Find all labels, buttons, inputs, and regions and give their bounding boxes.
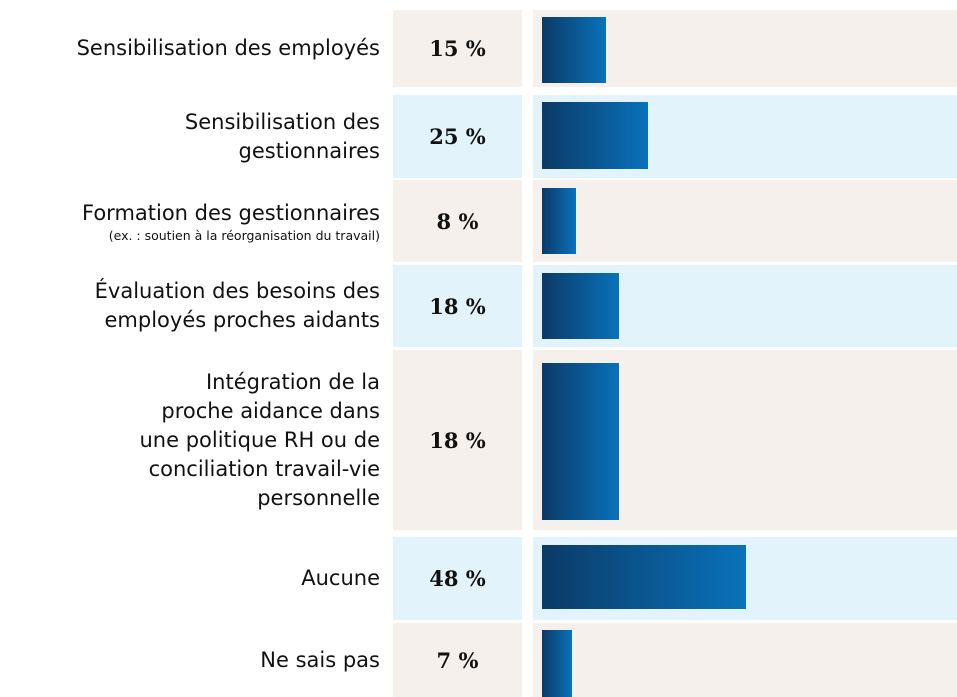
category-label: Sensibilisation des gestionnaires [0,95,380,178]
category-text: Sensibilisation des employés [76,36,380,60]
value-label: 48 % [429,566,486,591]
category-text: Sensibilisation des gestionnaires [184,109,380,163]
bar [542,545,746,609]
value-cell [393,10,522,87]
value-label: 25 % [429,124,486,149]
value-label: 18 % [429,427,486,453]
category-note: (ex. : soutien à la réorganisation du tr… [108,227,380,243]
value-cell [393,350,522,530]
value-cell [393,95,522,178]
bar-cell [533,623,957,697]
category-text: Formation des gestionnaires [82,200,380,225]
category-label: Sensibilisation des employés [0,10,380,87]
value-cell [393,180,522,262]
bar [542,363,619,520]
bar [542,273,619,339]
value-cell [393,265,522,347]
category-text: Évaluation des besoins des employés proc… [94,279,380,332]
value-cell [393,537,522,620]
category-label: Formation des gestionnaires (ex. : soutie… [0,180,380,262]
value-label: 18 % [429,293,486,319]
bar [542,188,576,254]
value-label: 15 % [429,36,486,61]
bar [542,630,572,697]
category-label: Évaluation des besoins des employés proc… [0,265,380,347]
value-label: 7 % [436,647,479,673]
bar-cell [533,180,957,262]
bar [542,102,649,169]
category-text: Ne sais pas [260,647,380,672]
category-text: Intégration de la proche aidance dans un… [139,369,380,510]
category-text: Aucune [301,566,380,590]
bar [542,17,606,83]
category-label: Intégration de la proche aidance dans un… [0,350,380,530]
category-label: Ne sais pas [0,623,380,697]
category-label: Aucune [0,537,380,620]
value-label: 8 % [436,208,479,234]
value-cell [393,623,522,697]
